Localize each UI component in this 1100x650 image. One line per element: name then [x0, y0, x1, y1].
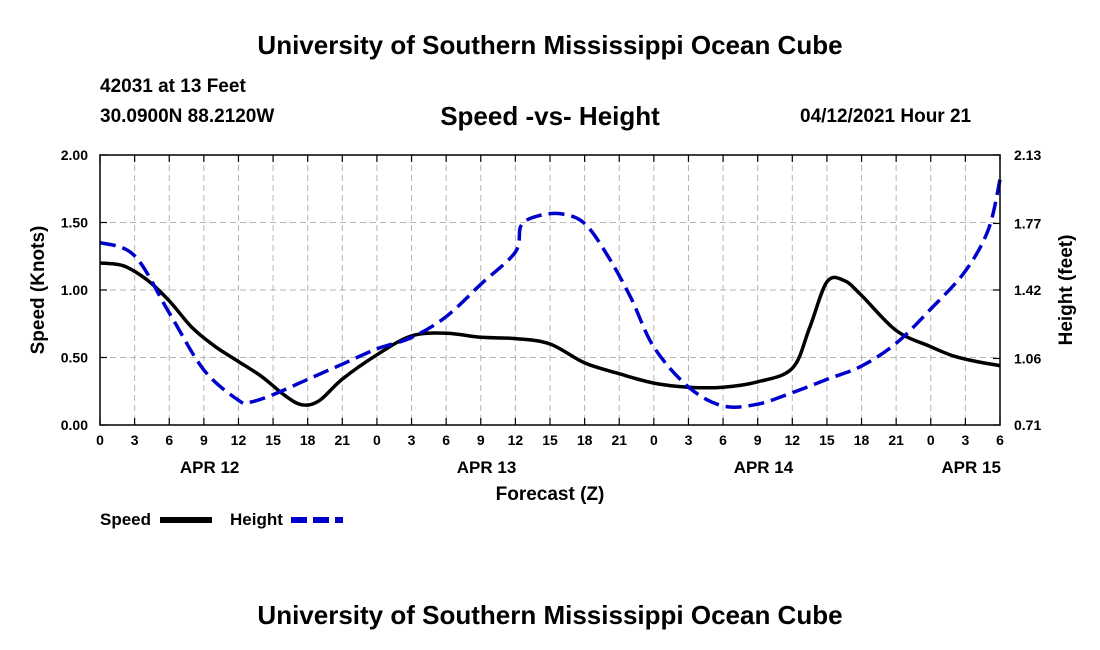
- station-coordinates: 30.0900N 88.2120W: [100, 106, 275, 127]
- chart-subtitle: Speed -vs- Height: [440, 101, 660, 131]
- x-day-label: APR 15: [941, 458, 1001, 477]
- x-tick-label: 15: [265, 432, 281, 448]
- y-tick-label-left: 1.50: [61, 215, 88, 231]
- x-tick-label: 0: [650, 432, 658, 448]
- x-tick-label: 6: [996, 432, 1004, 448]
- y-tick-label-left: 0.00: [61, 417, 88, 433]
- forecast-datetime: 04/12/2021 Hour 21: [800, 106, 972, 127]
- legend: Speed Height: [100, 510, 343, 529]
- x-tick-label: 21: [335, 432, 351, 448]
- x-tick-label: 0: [96, 432, 104, 448]
- y-axis-title-right: Height (feet): [1056, 235, 1077, 346]
- x-tick-label: 12: [785, 432, 801, 448]
- x-tick-label: 15: [542, 432, 558, 448]
- x-tick-label: 12: [231, 432, 247, 448]
- grid: [100, 155, 1000, 425]
- x-tick-label: 6: [719, 432, 727, 448]
- x-tick-label: 3: [685, 432, 693, 448]
- x-tick-label: 3: [961, 432, 969, 448]
- station-label: 42031 at 13 Feet: [100, 76, 246, 97]
- y-tick-label-left: 2.00: [61, 147, 88, 163]
- x-tick-label: 9: [477, 432, 485, 448]
- x-tick-label: 6: [442, 432, 450, 448]
- x-tick-label: 15: [819, 432, 835, 448]
- x-tick-label: 3: [408, 432, 416, 448]
- x-tick-label: 0: [373, 432, 381, 448]
- y-tick-label-left: 0.50: [61, 350, 88, 366]
- x-tick-label: 18: [300, 432, 316, 448]
- y-tick-label-left: 1.00: [61, 282, 88, 298]
- y-tick-label-right: 1.42: [1014, 282, 1041, 298]
- x-tick-label: 18: [577, 432, 593, 448]
- x-axis-title: Forecast (Z): [496, 484, 605, 505]
- x-day-label: APR 13: [457, 458, 517, 477]
- y-tick-label-right: 1.06: [1014, 350, 1041, 366]
- x-tick-label: 6: [165, 432, 173, 448]
- x-tick-label: 3: [131, 432, 139, 448]
- x-tick-label: 21: [888, 432, 904, 448]
- footer-title: University of Southern Mississippi Ocean…: [257, 600, 843, 630]
- x-tick-label: 21: [611, 432, 627, 448]
- height-series-line: [99, 179, 1002, 409]
- series-layer: [99, 179, 1002, 409]
- y-tick-label-right: 1.77: [1014, 215, 1041, 231]
- x-day-label: APR 12: [180, 458, 240, 477]
- legend-speed-label: Speed: [100, 510, 151, 529]
- speed-series-line: [99, 261, 1001, 407]
- y-axis-title-left: Speed (Knots): [28, 226, 49, 355]
- x-tick-label: 9: [754, 432, 762, 448]
- y-tick-label-right: 2.13: [1014, 147, 1041, 163]
- x-day-label: APR 14: [734, 458, 794, 477]
- x-tick-label: 12: [508, 432, 524, 448]
- x-tick-label: 0: [927, 432, 935, 448]
- y-tick-label-right: 0.71: [1014, 417, 1041, 433]
- axes: 0 3 6 9 12 15 18 21 0 3 6 9 12 15 18 21 0 3 6 9 12 15 18 21 0 3 60…: [61, 147, 1042, 477]
- x-tick-label: 9: [200, 432, 208, 448]
- legend-height-label: Height: [230, 510, 283, 529]
- x-tick-label: 18: [854, 432, 870, 448]
- chart-title: University of Southern Mississippi Ocean…: [257, 30, 843, 60]
